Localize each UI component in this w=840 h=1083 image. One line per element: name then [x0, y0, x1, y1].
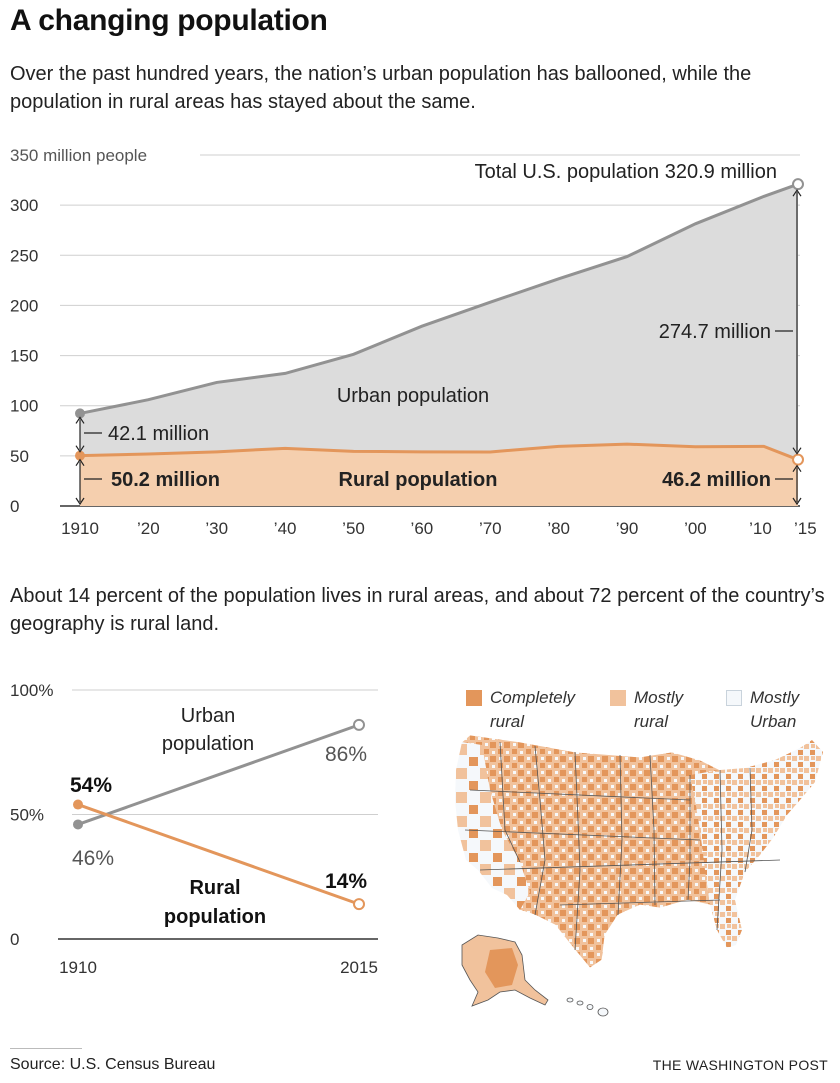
slope-lines [73, 718, 365, 911]
y-tick-label: 150 [10, 347, 38, 366]
y-tick-label: 250 [10, 246, 38, 265]
x-tick-label: ’70 [479, 519, 502, 538]
total-start-point [75, 408, 85, 419]
area-arrows [75, 189, 802, 506]
rural-area [80, 444, 798, 506]
urban-1910-arrow-head-bottom [75, 445, 85, 453]
rural-series-label-line2: population [164, 906, 266, 928]
legend-swatch-completely-rural [466, 690, 482, 706]
total-label: Total U.S. population 320.9 million [475, 161, 777, 183]
rural-slope-line [77, 803, 360, 906]
slope-y-tick-label: 0 [10, 930, 19, 949]
x-tick-label: ’50 [342, 519, 365, 538]
legend-swatch-mostly-rural [610, 690, 626, 706]
legend-mostly-rural: Mostly rural [610, 686, 704, 734]
page-title: A changing population [10, 4, 328, 37]
rural-end-point [792, 453, 804, 466]
map-state-borders [464, 741, 781, 951]
area-fills [80, 184, 798, 506]
urban-series-label-line2: population [162, 733, 254, 755]
rural-1910-arrow-head-top [75, 458, 85, 466]
x-tick-label: ’10 [749, 519, 772, 538]
chart-description-2: About 14 percent of the population lives… [10, 585, 825, 635]
rural-2015-arrow-head-bottom [792, 497, 802, 506]
urban-2015-arrow-head-top [792, 189, 802, 197]
urban-1910-arrow-head-top [75, 416, 85, 424]
area-annotations: Total U.S. population 320.9 million Urba… [108, 161, 777, 491]
rural-area-label: Rural population [339, 469, 498, 491]
map-hawaii [566, 997, 609, 1017]
urban-1910-point [73, 819, 83, 830]
y-tick-label: 0 [10, 497, 19, 516]
rural-2015-point [353, 898, 365, 911]
x-tick-label: ’60 [411, 519, 434, 538]
map-alaska-rural [485, 948, 518, 988]
map-west-coast [455, 742, 530, 910]
legend-mostly-urban: Mostly Urban [726, 686, 830, 734]
x-tick-label: ’40 [274, 519, 297, 538]
x-tick-label: 1910 [61, 519, 99, 538]
legend-label-mostly-rural: Mostly rural [634, 688, 684, 731]
area-x-ticks: 1910 ’20 ’30 ’40 ’50 ’60 ’70 ’80 ’90 ’00 ’10 ’15 [61, 519, 817, 538]
slope-x-tick-label: 2015 [340, 958, 378, 977]
map-east [690, 740, 823, 948]
source-note: Source: U.S. Census Bureau [10, 1056, 216, 1073]
rural-1910-value: 54% [70, 774, 112, 797]
x-tick-label: ’20 [137, 519, 160, 538]
urban-area [80, 184, 798, 460]
rural-1910-label: 50.2 million [111, 469, 220, 491]
y-tick-label: 50 [10, 447, 29, 466]
rural-population-line [79, 442, 799, 462]
area-chart: 0 50 100 150 200 250 300 350 million people 191… [10, 146, 817, 538]
slope-y-tick-label: 50% [10, 806, 44, 825]
x-tick-label: ’00 [684, 519, 707, 538]
slope-grid: 0 50% 100% 1910 2015 [10, 681, 378, 977]
x-tick-label: ’30 [205, 519, 228, 538]
slope-y-tick-label: 100% [10, 681, 53, 700]
legend-label-mostly-urban: Mostly Urban [750, 688, 800, 731]
publisher-credit: THE WASHINGTON POST [652, 1057, 828, 1073]
urban-slope-line [77, 723, 360, 826]
rural-2015-arrow-head-top [792, 464, 802, 473]
y-tick-label: 100 [10, 397, 38, 416]
rural-start-point [75, 450, 85, 461]
x-tick-label: ’15 [794, 519, 817, 538]
urban-2015-arrow-head-bottom [792, 447, 802, 455]
rural-2015-value: 14% [325, 870, 367, 893]
urban-area-label: Urban population [337, 385, 489, 407]
urban-series-label-line1: Urban [181, 705, 235, 727]
urban-2015-point [353, 718, 365, 731]
y-tick-label: 350 million people [10, 146, 147, 165]
urban-1910-label: 42.1 million [108, 423, 209, 445]
x-tick-label: ’90 [616, 519, 639, 538]
y-tick-label: 200 [10, 296, 38, 315]
rural-1910-point [73, 799, 83, 810]
area-y-ticks: 0 50 100 150 200 250 300 350 million people [10, 146, 147, 516]
total-end-point [792, 178, 804, 191]
urban-2015-label: 274.7 million [659, 321, 771, 343]
legend-label-completely-rural: Completely rural [490, 688, 576, 731]
source-rule [10, 1048, 82, 1049]
total-population-line [79, 182, 799, 415]
urban-1910-value: 46% [72, 847, 114, 870]
y-tick-label: 300 [10, 196, 38, 215]
rural-1910-arrow-head-bottom [75, 497, 85, 506]
legend-completely-rural: Completely rural [466, 686, 590, 734]
x-tick-label: ’80 [547, 519, 570, 538]
chart-description: Over the past hundred years, the nation’… [10, 63, 752, 113]
rural-series-label-line1: Rural [189, 877, 240, 899]
slope-x-tick-label: 1910 [59, 958, 97, 977]
area-lines [75, 178, 804, 466]
urban-2015-value: 86% [325, 743, 367, 766]
legend-swatch-mostly-urban [726, 690, 742, 706]
slope-labels: 46% 86% 54% 14% Urban population Rural populati… [70, 705, 367, 928]
rural-2015-label: 46.2 million [662, 469, 771, 491]
